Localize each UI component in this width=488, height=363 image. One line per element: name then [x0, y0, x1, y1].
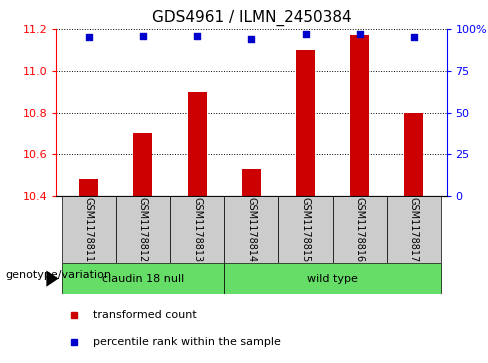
Title: GDS4961 / ILMN_2450384: GDS4961 / ILMN_2450384	[151, 10, 351, 26]
Text: genotype/variation: genotype/variation	[5, 270, 111, 280]
Bar	[224, 196, 279, 263]
Bar	[387, 196, 441, 263]
Bar	[224, 263, 441, 294]
Text: percentile rank within the sample: percentile rank within the sample	[93, 337, 281, 347]
Point	[85, 34, 93, 40]
Bar	[170, 196, 224, 263]
Point	[410, 34, 418, 40]
Text: wild type: wild type	[307, 274, 358, 284]
Text: claudin 18 null: claudin 18 null	[102, 274, 184, 284]
Bar	[405, 113, 424, 196]
Bar	[350, 35, 369, 196]
Bar	[116, 196, 170, 263]
Text: GSM1178812: GSM1178812	[138, 197, 148, 262]
Bar	[79, 179, 98, 196]
Bar	[187, 91, 206, 196]
Point	[247, 36, 255, 42]
Point	[302, 31, 309, 37]
Text: GSM1178811: GSM1178811	[83, 197, 94, 262]
Text: GSM1178815: GSM1178815	[301, 197, 310, 262]
Bar	[61, 196, 116, 263]
Polygon shape	[46, 270, 59, 287]
Text: transformed count: transformed count	[93, 310, 197, 320]
Text: GSM1178817: GSM1178817	[409, 197, 419, 262]
Bar	[61, 263, 224, 294]
Bar	[279, 196, 333, 263]
Point	[193, 33, 201, 38]
Point	[139, 33, 147, 38]
Bar	[242, 169, 261, 196]
Text: GSM1178813: GSM1178813	[192, 197, 202, 262]
Bar	[296, 50, 315, 196]
Text: GSM1178814: GSM1178814	[246, 197, 256, 262]
Text: GSM1178816: GSM1178816	[355, 197, 365, 262]
Bar	[133, 134, 152, 196]
Point	[356, 31, 364, 37]
Bar	[333, 196, 387, 263]
